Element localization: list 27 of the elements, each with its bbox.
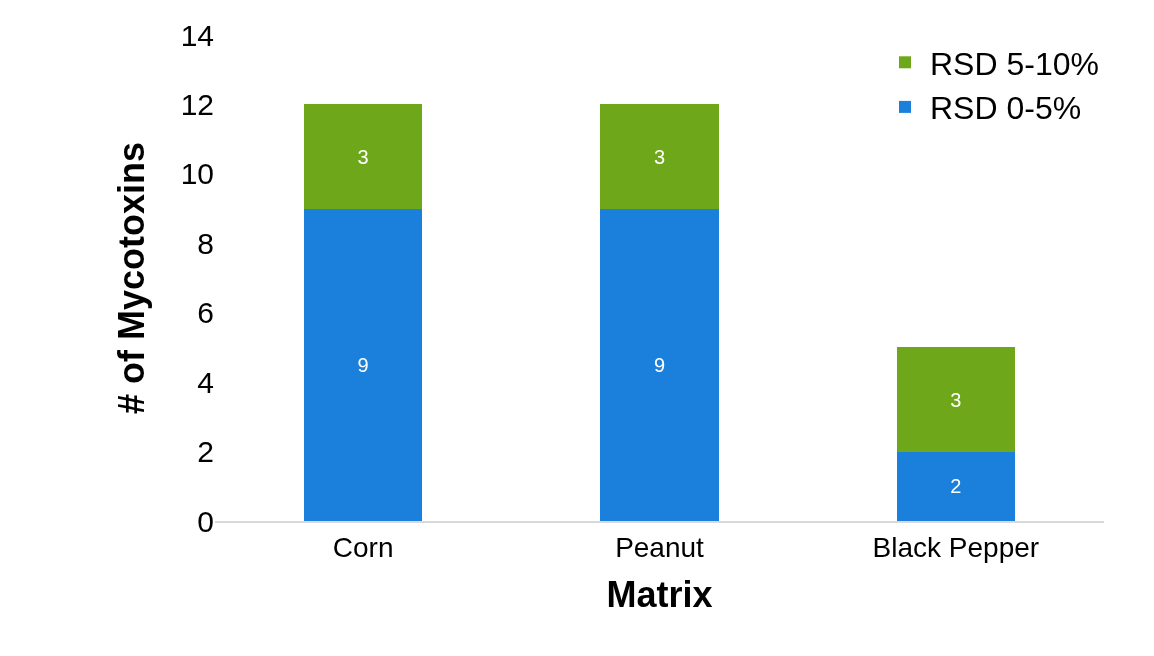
y-tick-label: 14 — [180, 18, 214, 52]
x-axis-title: Matrix — [606, 573, 713, 615]
bar — [303, 104, 423, 209]
y-tick-label: 4 — [197, 365, 214, 399]
x-tick-label: Corn — [332, 531, 394, 563]
y-axis-title: # of Mycotoxins — [110, 141, 152, 415]
data-label: 3 — [357, 145, 369, 168]
y-tick-label: 2 — [197, 435, 214, 469]
y-tick-label: 10 — [180, 157, 214, 191]
data-label: 2 — [950, 475, 962, 498]
y-tick-label: 0 — [197, 504, 214, 538]
bar — [303, 208, 423, 521]
bar — [896, 451, 1016, 521]
y-tick-label: 8 — [197, 226, 214, 260]
bar — [600, 104, 719, 209]
data-label: 3 — [653, 145, 666, 168]
data-label: 9 — [653, 353, 666, 376]
bar — [600, 208, 719, 521]
x-tick-label: Black Pepper — [872, 531, 1040, 563]
x-tick-label: Peanut — [615, 531, 705, 563]
data-label: 9 — [357, 353, 369, 376]
data-label: 3 — [950, 388, 962, 411]
bar — [896, 347, 1016, 452]
y-tick-label: 12 — [180, 87, 214, 121]
y-tick-label: 6 — [197, 296, 214, 330]
legend-label: RSD 5-10% — [930, 45, 1099, 82]
legend-label: RSD 0-5% — [930, 90, 1082, 127]
